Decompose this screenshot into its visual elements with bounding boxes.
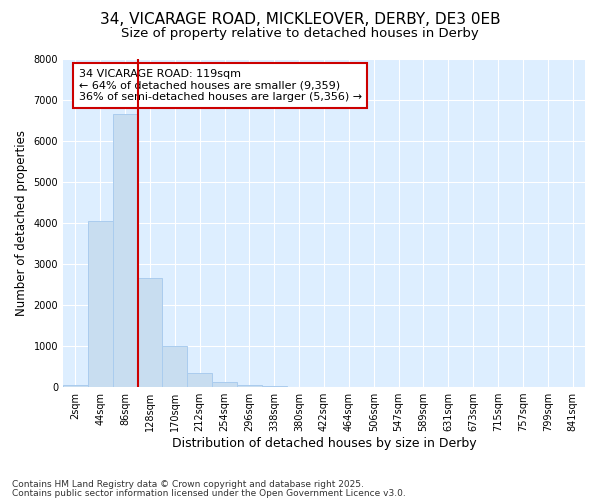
Y-axis label: Number of detached properties: Number of detached properties bbox=[15, 130, 28, 316]
Bar bbox=[163, 346, 187, 387]
Bar bbox=[63, 385, 88, 387]
Text: Size of property relative to detached houses in Derby: Size of property relative to detached ho… bbox=[121, 28, 479, 40]
Bar bbox=[88, 221, 113, 387]
Bar bbox=[113, 114, 137, 387]
Bar bbox=[237, 384, 262, 387]
Text: 34 VICARAGE ROAD: 119sqm
← 64% of detached houses are smaller (9,359)
36% of sem: 34 VICARAGE ROAD: 119sqm ← 64% of detach… bbox=[79, 69, 362, 102]
Bar bbox=[187, 373, 212, 387]
X-axis label: Distribution of detached houses by size in Derby: Distribution of detached houses by size … bbox=[172, 437, 476, 450]
Text: Contains public sector information licensed under the Open Government Licence v3: Contains public sector information licen… bbox=[12, 488, 406, 498]
Bar bbox=[262, 386, 287, 387]
Bar bbox=[212, 382, 237, 387]
Text: 34, VICARAGE ROAD, MICKLEOVER, DERBY, DE3 0EB: 34, VICARAGE ROAD, MICKLEOVER, DERBY, DE… bbox=[100, 12, 500, 28]
Bar bbox=[137, 278, 163, 387]
Text: Contains HM Land Registry data © Crown copyright and database right 2025.: Contains HM Land Registry data © Crown c… bbox=[12, 480, 364, 489]
